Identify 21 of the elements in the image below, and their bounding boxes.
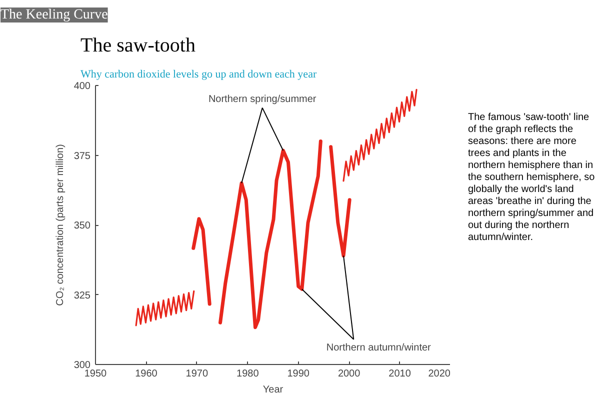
x-tick-label: 2010 — [388, 368, 412, 380]
chart-subtitle: Why carbon dioxide levels go up and down each year — [80, 68, 317, 80]
x-tick-label: 1950 — [84, 368, 108, 380]
x-tick-label: 2020 — [428, 368, 451, 380]
x-tick-label: 1970 — [186, 368, 208, 380]
annotation: Northern autumn/winter — [326, 342, 432, 354]
chart-title: The saw-tooth — [80, 34, 196, 56]
y-tick-label: 400 — [74, 81, 91, 92]
y-axis-title: CO₂ concentration (parts per million) — [54, 144, 66, 306]
annotation: Northern spring/summer — [208, 94, 317, 105]
x-tick-label: 1990 — [287, 368, 310, 380]
x-tick-label: 1980 — [236, 368, 260, 380]
y-tick-label: 350 — [74, 220, 91, 232]
text: The famous 'saw-tooth' line of the graph reflects the seasons: there are more trees and plants in the northern hemisphere than in the southern hemisphere, so globally the world's land areas 'breathe in' during the northern spring/summer and out during the northern autumn/winter. — [468, 112, 595, 243]
y-tick-label: 375 — [74, 150, 91, 162]
x-axis-title: Year — [262, 384, 284, 396]
text: The Keeling Curve — [0, 8, 108, 22]
y-tick-label: 300 — [74, 360, 91, 371]
x-tick-label: 2000 — [338, 368, 361, 380]
x-tick-label: 1960 — [135, 368, 158, 380]
y-tick-label: 325 — [74, 290, 91, 302]
